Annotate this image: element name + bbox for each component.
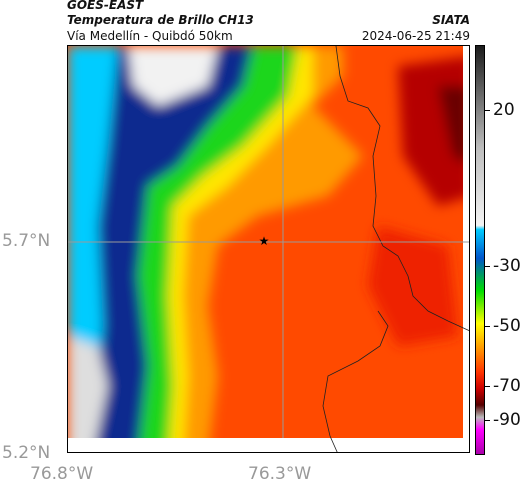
colorbar-tick — [485, 110, 490, 111]
datetime-label: 2024-06-25 21:49 — [362, 29, 470, 43]
colorbar-label: -50 — [493, 316, 521, 336]
colorbar — [475, 45, 485, 455]
colorbar-gradient — [476, 46, 484, 454]
colorbar-tick — [485, 266, 490, 267]
no-data-strip — [68, 438, 470, 453]
brightness-temperature-image: ★ — [68, 46, 470, 453]
colorbar-tick — [485, 386, 490, 387]
latitude-label: 5.2°N — [2, 443, 50, 463]
region-subtitle: Vía Medellín - Quibdó 50km — [67, 29, 233, 43]
colorbar-tick — [485, 326, 490, 327]
agency-label: SIATA — [432, 13, 470, 27]
colorbar-label: -30 — [493, 256, 521, 276]
longitude-label: 76.8°W — [30, 464, 93, 484]
satellite-map: ★ — [67, 45, 470, 453]
colorbar-tick — [485, 420, 490, 421]
colorbar-label: 20 — [493, 100, 515, 120]
no-data-edge — [463, 46, 470, 453]
star-marker: ★ — [259, 234, 270, 248]
satellite-title: GOES-EAST — [67, 0, 143, 12]
latitude-label: 5.7°N — [2, 231, 50, 251]
product-title: Temperatura de Brillo CH13 — [67, 13, 254, 27]
longitude-label: 76.3°W — [248, 464, 311, 484]
colorbar-label: -90 — [493, 410, 521, 430]
colorbar-label: -70 — [493, 376, 521, 396]
